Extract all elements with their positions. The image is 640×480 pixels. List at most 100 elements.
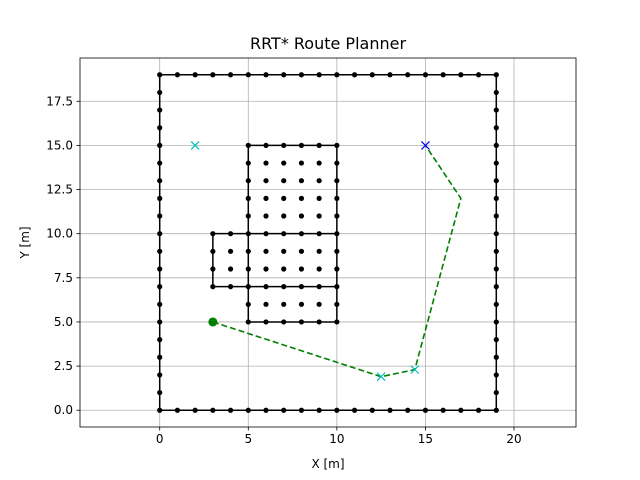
- obstacle-point: [387, 407, 393, 413]
- obstacle-point: [210, 72, 216, 78]
- obstacle-point: [245, 213, 251, 219]
- obstacle-point: [298, 319, 305, 325]
- obstacle-point: [157, 213, 163, 219]
- obstacle-point: [210, 266, 216, 272]
- goal-marker: [421, 140, 430, 150]
- obstacle-point: [263, 248, 269, 254]
- obstacle-point: [157, 284, 163, 290]
- obstacle-point: [475, 407, 482, 413]
- x-tick-label: 0: [156, 432, 164, 446]
- obstacle-point: [245, 72, 251, 78]
- obstacle-point: [281, 160, 287, 166]
- obstacle-point: [493, 89, 499, 96]
- obstacle-point: [157, 107, 163, 113]
- waypoint-marker: [376, 372, 386, 382]
- obstacle-point: [493, 72, 499, 78]
- obstacle-point: [493, 407, 499, 413]
- obstacle-point: [334, 319, 340, 325]
- obstacle-point: [245, 248, 251, 254]
- obstacle-point: [157, 142, 163, 148]
- obstacle-point: [493, 107, 499, 113]
- y-tick-label: 0.0: [54, 403, 73, 417]
- obstacle-points: [157, 72, 499, 413]
- obstacle-point: [227, 72, 234, 78]
- obstacle-point: [334, 72, 340, 78]
- obstacle-point: [493, 195, 499, 201]
- obstacle-point: [493, 301, 499, 307]
- obstacle-point: [316, 231, 322, 237]
- obstacle-point: [298, 160, 305, 166]
- obstacle-point: [157, 337, 163, 343]
- x-axis: 0 5 10 15 20: [156, 427, 522, 446]
- waypoint-marker: [410, 365, 420, 375]
- obstacle-point: [493, 389, 499, 396]
- obstacle-point: [245, 301, 251, 307]
- obstacle-point: [316, 301, 322, 307]
- obstacle-point: [157, 125, 163, 131]
- obstacle-point: [298, 72, 305, 78]
- obstacle-point: [334, 142, 340, 148]
- obstacle-point: [192, 72, 198, 78]
- obstacle-point: [157, 178, 163, 184]
- obstacle-point: [245, 178, 251, 184]
- obstacle-point: [157, 389, 163, 396]
- obstacle-point: [298, 248, 305, 254]
- obstacle-point: [174, 72, 181, 78]
- obstacle-point: [493, 284, 499, 290]
- obstacle-point: [422, 407, 429, 413]
- y-tick-label: 7.5: [54, 271, 73, 285]
- obstacle-point: [458, 407, 464, 413]
- obstacle-point: [298, 195, 305, 201]
- obstacle-point: [227, 248, 234, 254]
- obstacle-point: [281, 301, 287, 307]
- obstacle-point: [157, 301, 163, 307]
- obstacle-point: [227, 407, 234, 413]
- obstacle-point: [157, 248, 163, 254]
- obstacle-point: [316, 160, 322, 166]
- obstacle-point: [369, 72, 375, 78]
- obstacle-point: [316, 407, 322, 413]
- obstacle-point: [316, 178, 322, 184]
- obstacle-point: [493, 337, 499, 343]
- obstacle-point: [493, 319, 499, 325]
- obstacle-point: [440, 72, 446, 78]
- obstacle-point: [405, 72, 411, 78]
- obstacle-point: [298, 178, 305, 184]
- obstacle-point: [263, 72, 269, 78]
- obstacle-point: [263, 407, 269, 413]
- obstacle-point: [227, 266, 234, 272]
- obstacle-point: [157, 319, 163, 325]
- y-tick-label: 2.5: [54, 359, 73, 373]
- x-tick-label: 20: [506, 432, 521, 446]
- obstacle-point: [281, 319, 287, 325]
- obstacle-point: [245, 266, 251, 272]
- obstacle-point: [245, 195, 251, 201]
- obstacle-point: [210, 231, 216, 237]
- obstacle-point: [192, 407, 198, 413]
- y-tick-label: 15.0: [46, 138, 73, 152]
- obstacle-point: [281, 248, 287, 254]
- obstacle-point: [493, 231, 499, 237]
- obstacle-point: [493, 142, 499, 148]
- start-marker: [208, 317, 218, 327]
- obstacle-point: [157, 72, 163, 78]
- obstacle-point: [281, 266, 287, 272]
- cross-stroke: [421, 140, 430, 150]
- obstacle-point: [157, 407, 163, 413]
- obstacle-point: [316, 142, 322, 148]
- obstacle-point: [316, 248, 322, 254]
- obstacle-point: [316, 319, 322, 325]
- y-tick-label: 17.5: [46, 94, 73, 108]
- obstacle-point: [281, 213, 287, 219]
- obstacle-point: [405, 407, 411, 413]
- obstacle-point: [210, 407, 216, 413]
- obstacle-point: [493, 248, 499, 254]
- cross-stroke: [376, 372, 386, 382]
- obstacle-point: [245, 319, 251, 325]
- obstacle-point: [334, 301, 340, 307]
- obstacle-point: [210, 284, 216, 290]
- obstacle-point: [298, 231, 305, 237]
- obstacle-point: [334, 231, 340, 237]
